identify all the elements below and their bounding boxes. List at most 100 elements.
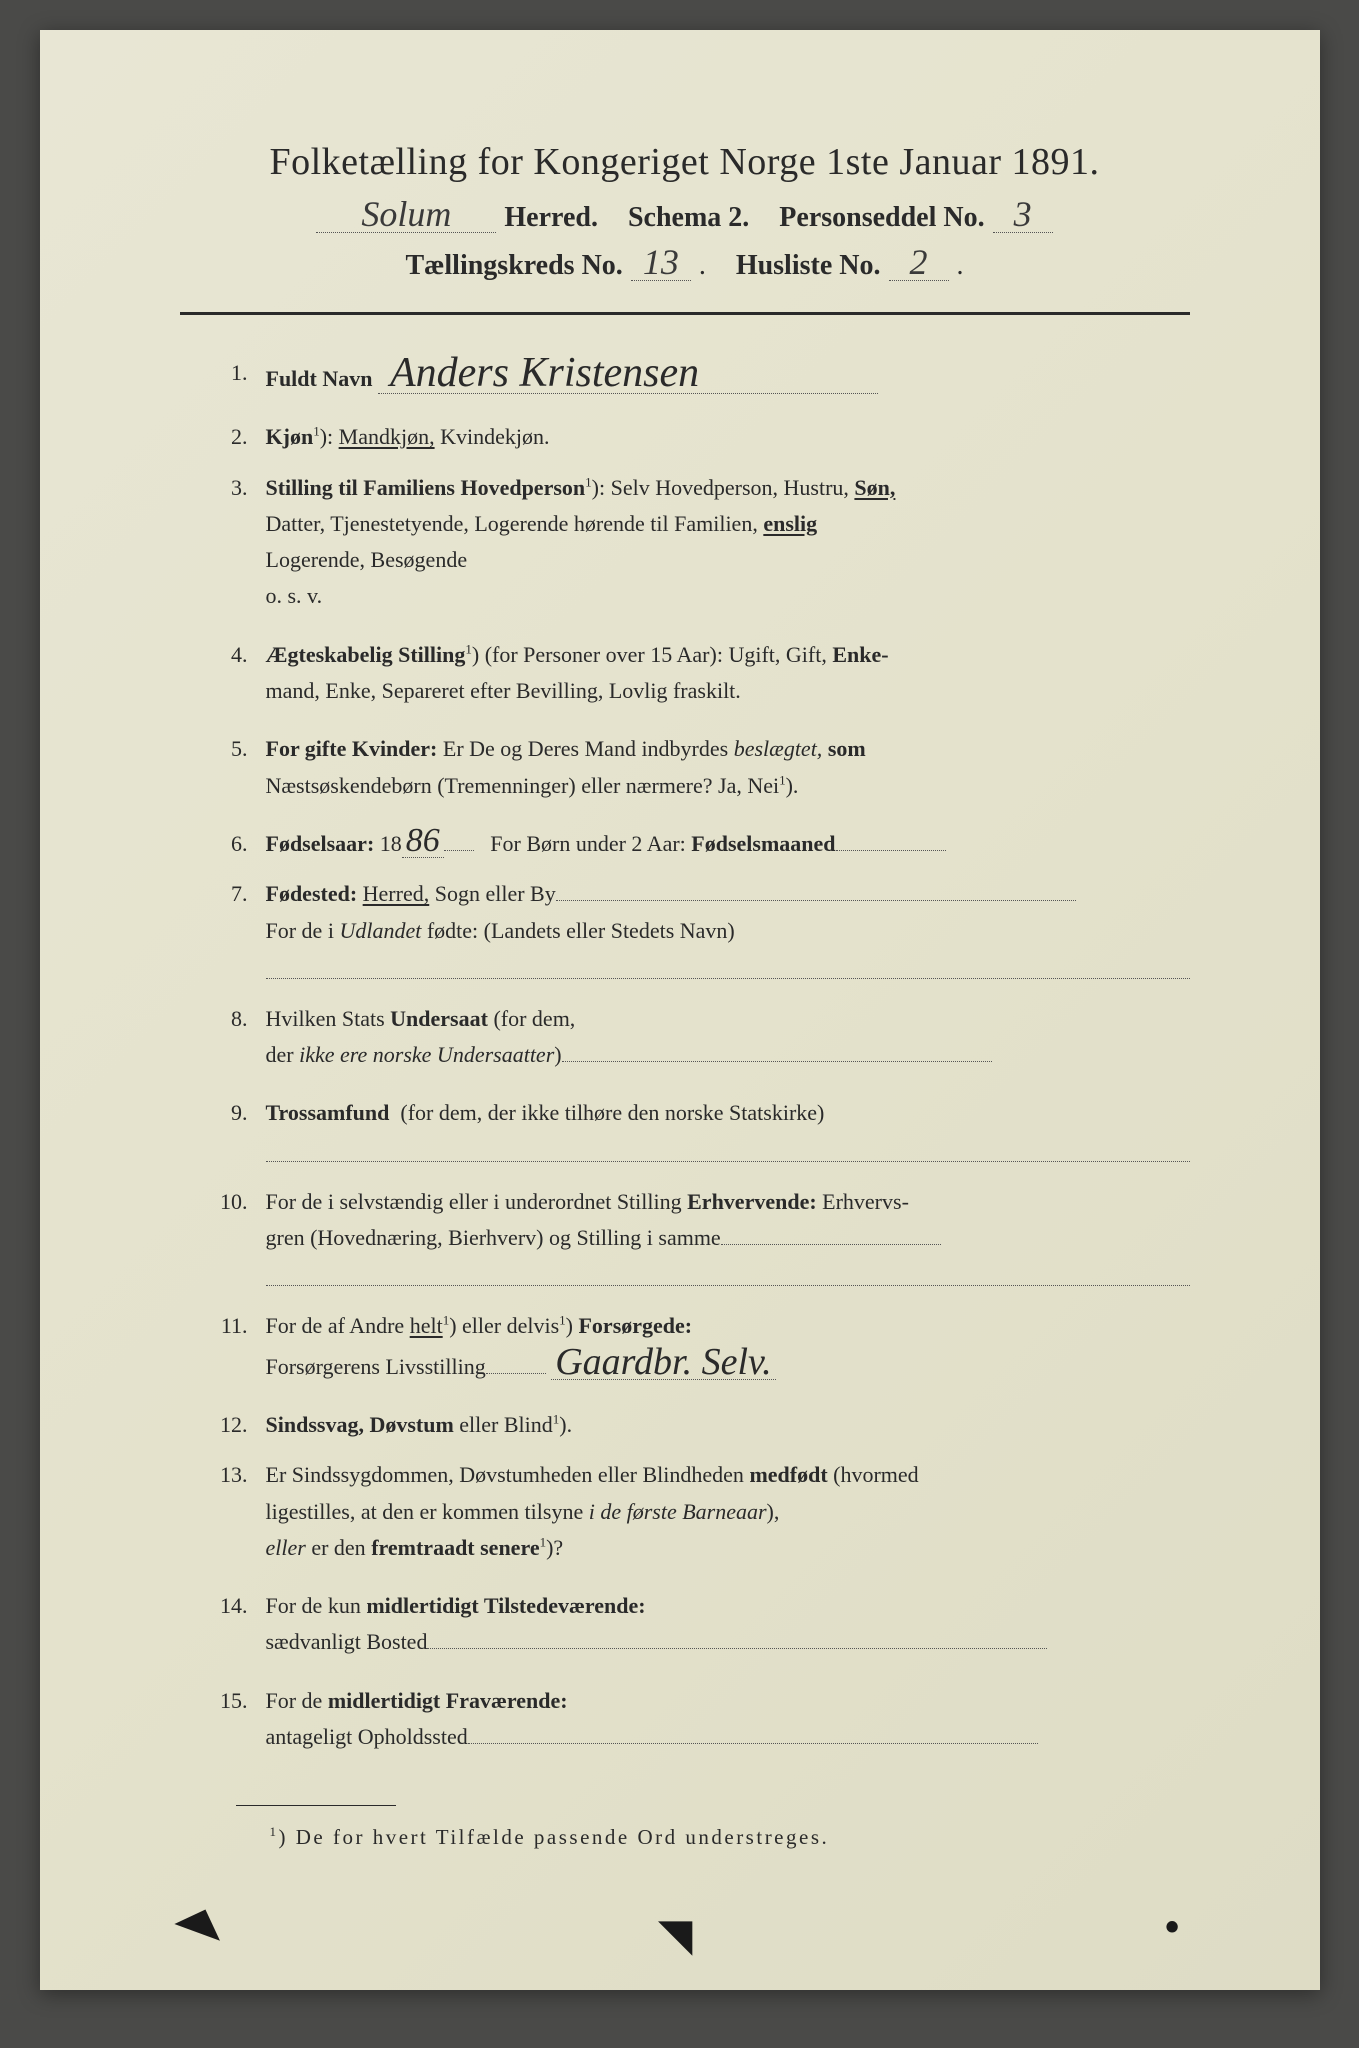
- text: Sogn eller By: [435, 881, 556, 906]
- livsstilling-value: Gaardbr. Selv.: [551, 1345, 775, 1380]
- label: midlertidigt Fraværende:: [328, 1688, 568, 1713]
- item-content: Ægteskabelig Stilling1) (for Personer ov…: [266, 637, 1190, 710]
- item-num: 9.: [210, 1095, 266, 1161]
- text: Er Sindssygdommen, Døvstumheden eller Bl…: [266, 1462, 744, 1487]
- item-content: For de i selvstændig eller i underordnet…: [266, 1184, 1190, 1287]
- line2: For de i Udlandet fødte: (Landets eller …: [266, 913, 1190, 949]
- text: For de kun: [266, 1593, 361, 1618]
- year-prefix: 18: [380, 831, 402, 856]
- line2: der ikke ere norske Undersaatter): [266, 1037, 1190, 1073]
- text: Selv Hovedperson, Hustru,: [611, 475, 849, 500]
- text: sædvanligt Bosted: [266, 1629, 428, 1654]
- item-num: 8.: [210, 1001, 266, 1074]
- subtitle-line-2: Tællingskreds No. 13. Husliste No. 2.: [180, 244, 1190, 282]
- helt: helt: [410, 1313, 443, 1338]
- census-form-paper: Folketælling for Kongeriget Norge 1ste J…: [40, 30, 1320, 1990]
- label: Fødselsaar:: [266, 831, 375, 856]
- kreds-no: 13: [631, 244, 691, 281]
- item-num: 4.: [210, 637, 266, 710]
- item-num: 3.: [210, 470, 266, 615]
- close: ): [554, 1042, 561, 1067]
- personseddel-no: 3: [993, 196, 1053, 233]
- text: For Børn under 2 Aar:: [490, 831, 686, 856]
- text: der: [266, 1042, 294, 1067]
- item-content: For gifte Kvinder: Er De og Deres Mand i…: [266, 731, 1190, 804]
- text: Hvilken Stats: [266, 1006, 385, 1031]
- item-9: 9. Trossamfund (for dem, der ikke tilhør…: [210, 1095, 1190, 1161]
- item-content: Hvilken Stats Undersaat (for dem, der ik…: [266, 1001, 1190, 1074]
- herred-label: Herred.: [504, 202, 598, 234]
- item-3: 3. Stilling til Familiens Hovedperson1):…: [210, 470, 1190, 615]
- line3: Logerende, Besøgende: [266, 542, 1190, 578]
- item-num: 1.: [210, 355, 266, 397]
- paren: (for Personer over 15 Aar):: [485, 642, 723, 667]
- opt-kvindekjon: Kvindekjøn.: [440, 424, 549, 449]
- item-num: 10.: [210, 1184, 266, 1287]
- ink-mark-icon: •: [1165, 1904, 1180, 1952]
- paren: (hvormed: [833, 1462, 919, 1487]
- dotted: [486, 1352, 546, 1374]
- text: Ugift, Gift,: [728, 642, 826, 667]
- item-content: For de midlertidigt Fraværende: antageli…: [266, 1683, 1190, 1756]
- kreds-label: Tællingskreds No.: [405, 250, 622, 282]
- text: Erhvervs-: [822, 1189, 909, 1214]
- ink-mark-icon: ◥: [170, 1900, 220, 1959]
- dotted-line: [266, 1264, 1190, 1286]
- header-block: Folketælling for Kongeriget Norge 1ste J…: [180, 140, 1190, 282]
- dotted-line: [266, 1140, 1190, 1162]
- text: antageligt Opholdssted: [266, 1724, 468, 1749]
- item-2: 2. Kjøn1): Mandkjøn, Kvindekjøn.: [210, 419, 1190, 455]
- text: Forsørgerens Livsstilling: [266, 1354, 486, 1379]
- medfodt: medfødt: [749, 1462, 827, 1487]
- label: Trossamfund: [266, 1100, 390, 1125]
- schema-label: Schema 2.: [628, 202, 749, 234]
- herred-handwritten: Solum: [316, 196, 496, 233]
- text: For de af Andre: [266, 1313, 405, 1338]
- text: (for dem, der ikke tilhøre den norske St…: [400, 1100, 824, 1125]
- sup: 1: [553, 1412, 560, 1427]
- husliste-no: 2: [889, 244, 949, 281]
- line4: o. s. v.: [266, 578, 1190, 614]
- sup: 1: [465, 641, 472, 656]
- text: eller delvis: [462, 1313, 559, 1338]
- line2: ligestilles, at den er kommen tilsyne i …: [266, 1494, 1190, 1530]
- item-num: 11.: [210, 1308, 266, 1385]
- line2: sædvanligt Bosted: [266, 1624, 1190, 1660]
- item-content: Kjøn1): Mandkjøn, Kvindekjøn.: [266, 419, 1190, 455]
- line2: gren (Hovednæring, Bierhverv) og Stillin…: [266, 1220, 1190, 1256]
- text: gren (Hovednæring, Bierhverv) og Stillin…: [266, 1225, 721, 1250]
- dotted: [444, 829, 474, 851]
- text: fødte: (Landets eller Stedets Navn): [427, 918, 735, 943]
- item-num: 6.: [210, 826, 266, 862]
- label: Stilling til Familiens Hovedperson: [266, 475, 586, 500]
- item-4: 4. Ægteskabelig Stilling1) (for Personer…: [210, 637, 1190, 710]
- q: )?: [546, 1535, 563, 1560]
- line2: Datter, Tjenestetyende, Logerende hørend…: [266, 506, 1190, 542]
- label: Sindssvag, Døvstum: [266, 1412, 454, 1437]
- item-11: 11. For de af Andre helt1) eller delvis1…: [210, 1308, 1190, 1385]
- label: Ægteskabelig Stilling: [266, 642, 466, 667]
- opt-enslig: enslig: [763, 511, 817, 536]
- item-content: For de af Andre helt1) eller delvis1) Fo…: [266, 1308, 1190, 1385]
- item-10: 10. For de i selvstændig eller i underor…: [210, 1184, 1190, 1287]
- item-content: Er Sindssygdommen, Døvstumheden eller Bl…: [266, 1457, 1190, 1566]
- footnote-text: De for hvert Tilfælde passende Ord under…: [296, 1825, 830, 1849]
- text: Er De og Deres Mand indbyrdes: [443, 736, 728, 761]
- beslaegtet: beslægtet,: [734, 736, 823, 761]
- sup: 1: [559, 1313, 566, 1328]
- item-content: Fødested: Herred, Sogn eller By For de i…: [266, 876, 1190, 979]
- footnote: 1) De for hvert Tilfælde passende Ord un…: [180, 1824, 1190, 1850]
- item-content: Trossamfund (for dem, der ikke tilhøre d…: [266, 1095, 1190, 1161]
- label: Kjøn: [266, 424, 314, 449]
- line2: Forsørgerens Livsstilling Gaardbr. Selv.: [266, 1345, 1190, 1385]
- item-15: 15. For de midlertidigt Fraværende: anta…: [210, 1683, 1190, 1756]
- header-divider: [180, 312, 1190, 315]
- label: Forsørgede:: [578, 1313, 692, 1338]
- husliste-label: Husliste No.: [736, 250, 881, 282]
- item-num: 13.: [210, 1457, 266, 1566]
- close: ),: [767, 1499, 780, 1524]
- label: midlertidigt Tilstedeværende:: [366, 1593, 645, 1618]
- item-num: 5.: [210, 731, 266, 804]
- dotted: [468, 1722, 1038, 1744]
- sup: 1: [779, 772, 786, 787]
